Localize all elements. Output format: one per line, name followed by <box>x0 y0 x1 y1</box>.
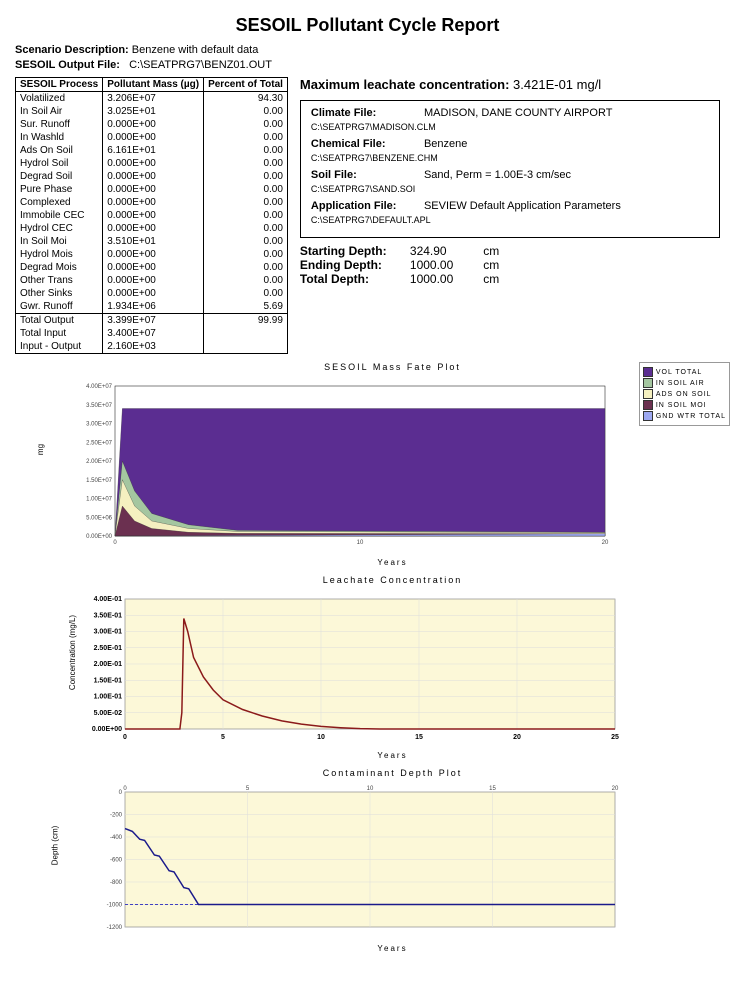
chart1-legend: VOL TOTALIN SOIL AIRADS ON SOILIN SOIL M… <box>639 362 730 426</box>
table-row: In Soil Moi3.510E+010.00 <box>16 235 288 248</box>
svg-text:4.00E-01: 4.00E-01 <box>94 596 123 603</box>
svg-text:15: 15 <box>489 786 496 792</box>
depth-chart: Contaminant Depth Plot -1200 -1000 -800 -60… <box>65 768 720 953</box>
svg-text:0: 0 <box>113 540 117 546</box>
table-row: Sur. Runoff0.000E+000.00 <box>16 118 288 131</box>
svg-text:1.50E-01: 1.50E-01 <box>94 677 123 684</box>
svg-text:3.50E+07: 3.50E+07 <box>86 403 113 409</box>
output-file-row: SESOIL Output File: C:\SEATPRG7\BENZ01.O… <box>15 59 720 71</box>
file-box: Climate File: MADISON, DANE COUNTY AIRPO… <box>300 100 720 238</box>
chart2-title: Leachate Concentration <box>65 575 720 585</box>
summary-row: Input - Output2.160E+03 <box>16 340 288 354</box>
chart3-xlabel: Years <box>65 944 720 953</box>
table-row: Hydrol Soil0.000E+000.00 <box>16 157 288 170</box>
th-pct: Percent of Total <box>204 78 288 92</box>
th-mass: Pollutant Mass (µg) <box>103 78 204 92</box>
svg-text:-200: -200 <box>110 813 123 819</box>
chart3-title: Contaminant Depth Plot <box>65 768 720 778</box>
chart1-title: SESOIL Mass Fate Plot <box>65 362 720 372</box>
table-row: Gwr. Runoff1.934E+065.69 <box>16 300 288 314</box>
svg-text:0: 0 <box>123 734 127 741</box>
output-value: C:\SEATPRG7\BENZ01.OUT <box>129 59 272 71</box>
table-row: Other Sinks0.000E+000.00 <box>16 287 288 300</box>
chart1-ylabel: mg <box>36 443 45 454</box>
svg-text:2.50E+07: 2.50E+07 <box>86 440 113 446</box>
chart2-xlabel: Years <box>65 751 720 760</box>
svg-text:1.00E+07: 1.00E+07 <box>86 497 113 503</box>
chart3-ylabel: Depth (cm) <box>50 825 59 865</box>
svg-text:3.50E-01: 3.50E-01 <box>94 612 123 619</box>
table-row: Hydrol CEC0.000E+000.00 <box>16 222 288 235</box>
table-row: Hydrol Mois0.000E+000.00 <box>16 248 288 261</box>
svg-text:5.00E-02: 5.00E-02 <box>94 710 123 717</box>
svg-text:10: 10 <box>357 540 364 546</box>
svg-text:-600: -600 <box>110 858 123 864</box>
table-row: Other Trans0.000E+000.00 <box>16 274 288 287</box>
svg-text:20: 20 <box>513 734 521 741</box>
table-row: In Soil Air3.025E+010.00 <box>16 105 288 118</box>
svg-text:5.00E+06: 5.00E+06 <box>86 515 113 521</box>
table-row: In Washld0.000E+000.00 <box>16 131 288 144</box>
table-row: Degrad Mois0.000E+000.00 <box>16 261 288 274</box>
svg-text:3.00E-01: 3.00E-01 <box>94 629 123 636</box>
svg-text:1.00E-01: 1.00E-01 <box>94 694 123 701</box>
svg-text:5: 5 <box>246 786 250 792</box>
svg-text:0: 0 <box>123 786 127 792</box>
svg-text:-800: -800 <box>110 880 123 886</box>
table-row: Degrad Soil0.000E+000.00 <box>16 170 288 183</box>
svg-text:-1200: -1200 <box>107 925 123 931</box>
depths: Starting Depth:324.90 cmEnding Depth:100… <box>300 244 720 286</box>
scenario-value: Benzene with default data <box>132 44 259 56</box>
svg-text:10: 10 <box>317 734 325 741</box>
svg-text:20: 20 <box>602 540 609 546</box>
max-leachate: Maximum leachate concentration: 3.421E-0… <box>300 77 720 92</box>
svg-text:20: 20 <box>612 786 619 792</box>
svg-text:15: 15 <box>415 734 423 741</box>
chart2-ylabel: Concentration (mg/L) <box>68 614 77 689</box>
table-row: Complexed0.000E+000.00 <box>16 196 288 209</box>
svg-text:25: 25 <box>611 734 619 741</box>
summary-row: Total Output3.399E+0799.99 <box>16 314 288 328</box>
svg-text:2.50E-01: 2.50E-01 <box>94 645 123 652</box>
report-title: SESOIL Pollutant Cycle Report <box>15 15 720 36</box>
svg-text:3.00E+07: 3.00E+07 <box>86 422 113 428</box>
process-table: SESOIL Process Pollutant Mass (µg) Perce… <box>15 77 288 354</box>
table-row: Pure Phase0.000E+000.00 <box>16 183 288 196</box>
svg-text:4.00E+07: 4.00E+07 <box>86 384 113 390</box>
table-row: Ads On Soil6.161E+010.00 <box>16 144 288 157</box>
svg-text:-400: -400 <box>110 835 123 841</box>
svg-text:10: 10 <box>367 786 374 792</box>
output-label: SESOIL Output File: <box>15 59 120 71</box>
summary-row: Total Input3.400E+07 <box>16 327 288 340</box>
table-row: Immobile CEC0.000E+000.00 <box>16 209 288 222</box>
svg-text:0.00E+00: 0.00E+00 <box>92 726 122 733</box>
table-row: Volatilized3.206E+0794.30 <box>16 92 288 106</box>
scenario-label: Scenario Description: <box>15 44 129 56</box>
svg-text:2.00E+07: 2.00E+07 <box>86 459 113 465</box>
svg-text:-1000: -1000 <box>107 903 123 909</box>
svg-text:5: 5 <box>221 734 225 741</box>
svg-text:2.00E-01: 2.00E-01 <box>94 661 123 668</box>
leachate-chart: Leachate Concentration 0.00E+00 5.00E-02 1… <box>65 575 720 760</box>
svg-text:1.50E+07: 1.50E+07 <box>86 478 113 484</box>
scenario-row: Scenario Description: Benzene with defau… <box>15 44 720 56</box>
th-process: SESOIL Process <box>16 78 103 92</box>
svg-text:0.00E+00: 0.00E+00 <box>86 534 113 540</box>
chart1-xlabel: Years <box>65 558 720 567</box>
svg-text:0: 0 <box>119 790 123 796</box>
mass-fate-chart: SESOIL Mass Fate Plot 0.00E+00 5.00E+06 1.… <box>65 362 720 567</box>
